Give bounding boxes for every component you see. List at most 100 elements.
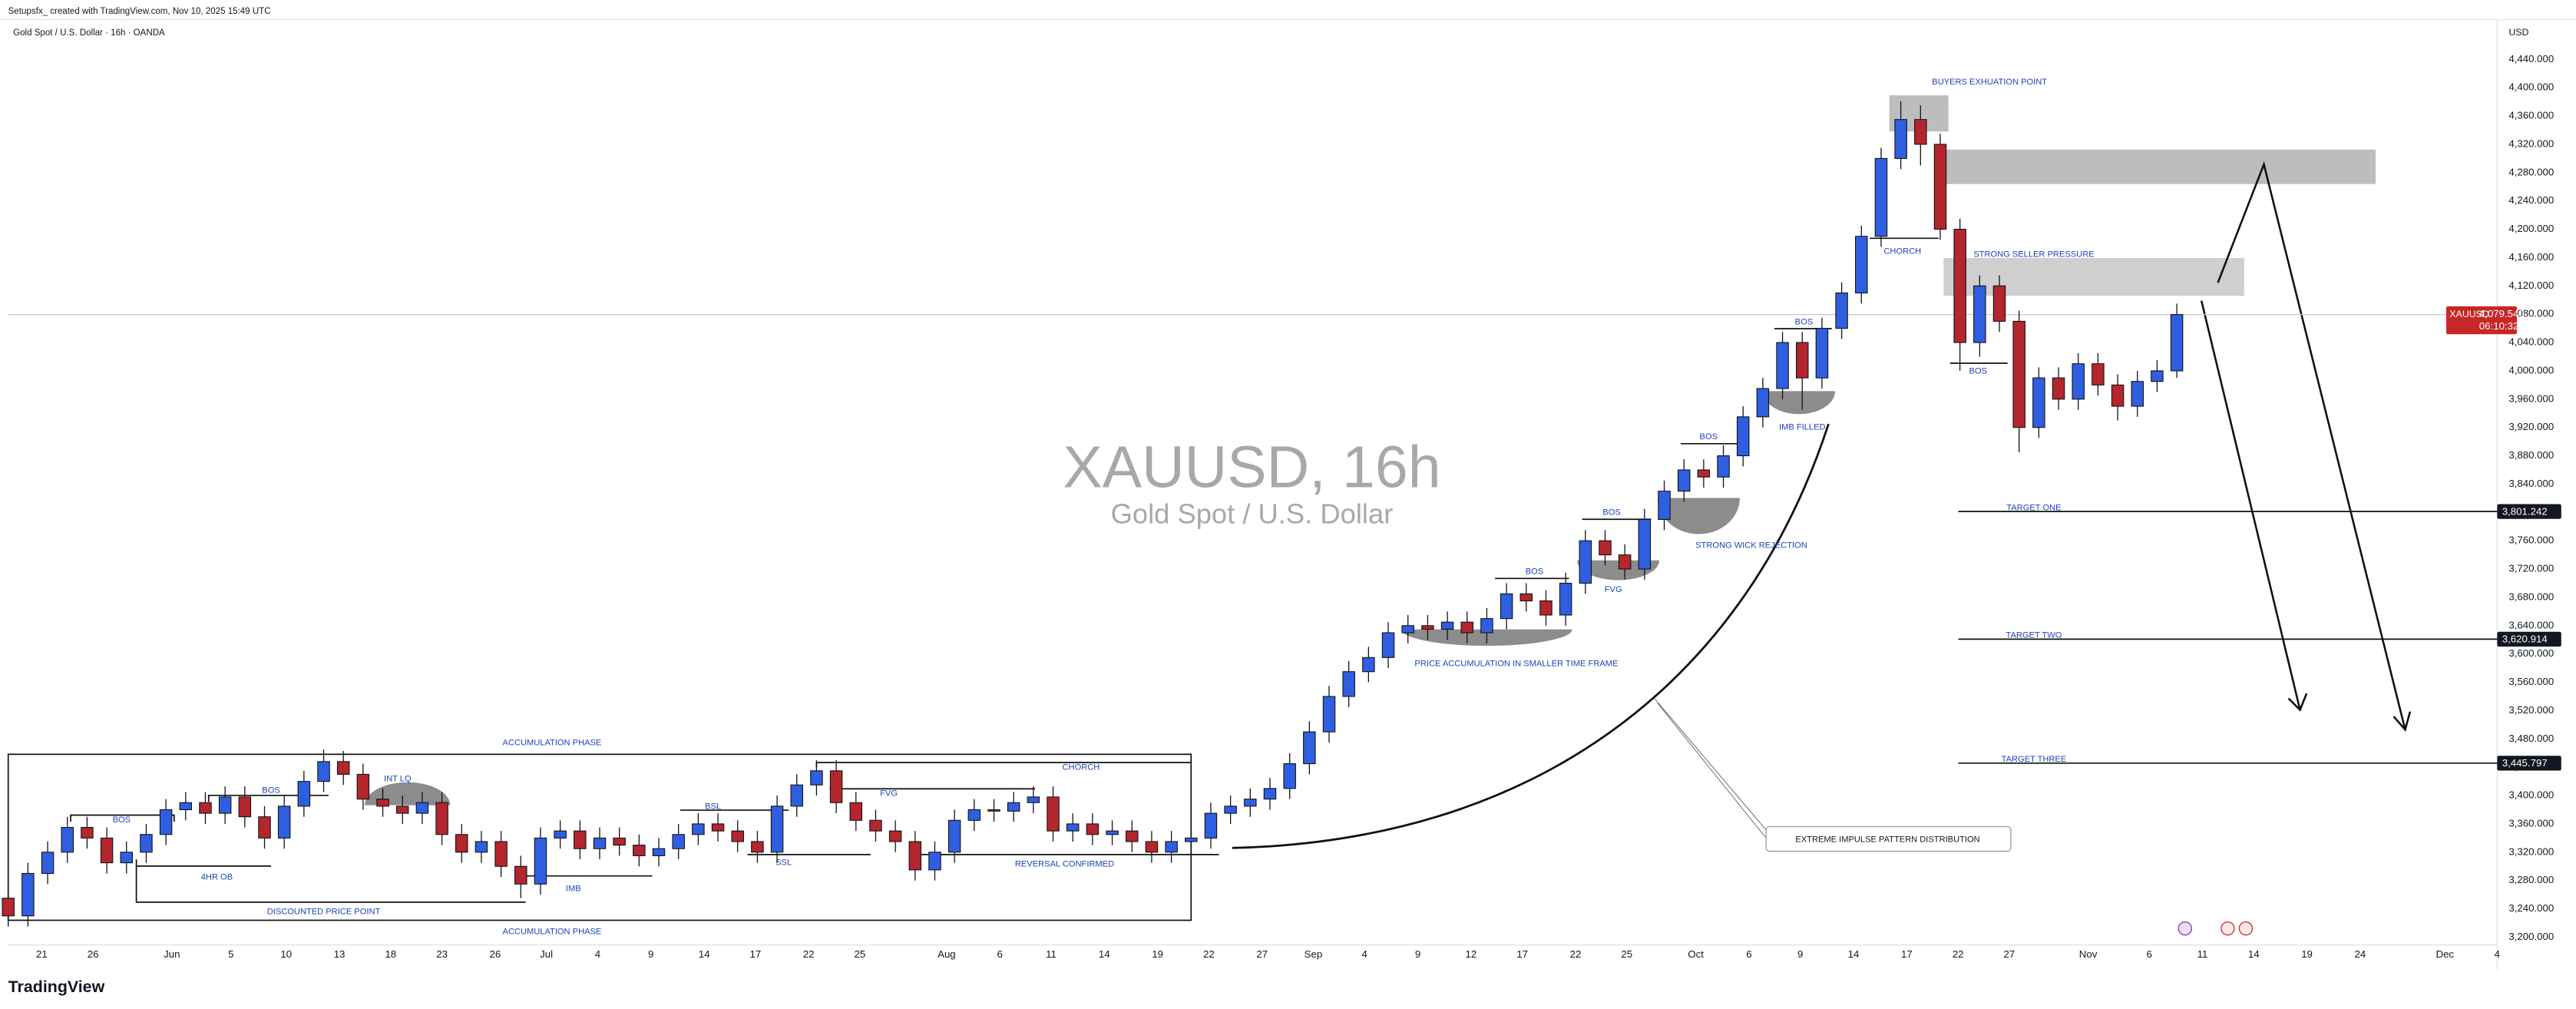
annotation: CHORCH	[1063, 763, 1100, 772]
annotation: BOS	[113, 815, 131, 825]
y-tick-label: 3,840.000	[2508, 478, 2554, 489]
ob-line	[135, 859, 272, 867]
event-icon[interactable]	[2238, 921, 2254, 936]
candle-body	[258, 816, 271, 839]
candle-body	[1894, 119, 1907, 159]
candle-body	[692, 823, 705, 835]
bos-line	[207, 794, 329, 802]
x-tick-label: 22	[1953, 948, 1964, 960]
annotation: BOS	[1700, 432, 1718, 442]
candle-body	[613, 837, 626, 846]
candle-body	[1322, 696, 1336, 733]
candle-body	[711, 823, 725, 832]
x-tick-label: 9	[1797, 948, 1803, 960]
candle-body	[2092, 363, 2105, 385]
candle-body	[140, 834, 153, 853]
x-tick-label: Oct	[1688, 948, 1704, 960]
candle-body	[849, 802, 863, 821]
y-tick-label: 4,320.000	[2508, 137, 2554, 149]
y-tick-label: 3,520.000	[2508, 704, 2554, 716]
y-tick-label: 4,160.000	[2508, 251, 2554, 263]
y-tick-label: 4,240.000	[2508, 194, 2554, 206]
candle-body	[1204, 812, 1218, 839]
candle-body	[415, 802, 429, 814]
candle-body	[574, 830, 587, 849]
candle-body	[120, 852, 133, 864]
x-tick-label: 17	[749, 948, 761, 960]
candle-body	[514, 865, 527, 885]
event-icon[interactable]	[2178, 921, 2193, 936]
candle-body	[1796, 342, 1809, 379]
x-tick-label: Aug	[937, 948, 956, 960]
candle-body	[1460, 621, 1473, 634]
x-tick-label: 11	[2197, 948, 2208, 960]
candle-body	[435, 802, 448, 835]
arrow-head	[2287, 693, 2308, 712]
y-tick-label: 3,680.000	[2508, 591, 2554, 602]
x-tick-label: 26	[88, 948, 99, 960]
candle-body	[1874, 157, 1888, 237]
candle-body	[593, 837, 607, 849]
y-tick-label: 3,720.000	[2508, 563, 2554, 574]
brand[interactable]: TradingView	[8, 978, 105, 996]
candle-body	[1697, 469, 1711, 478]
event-icon[interactable]	[2221, 921, 2235, 936]
candle-body	[888, 830, 902, 842]
candle-body	[1579, 540, 1592, 584]
candle-body	[1185, 837, 1198, 842]
x-tick-label: 27	[2003, 948, 2015, 960]
candle-body	[1953, 229, 1966, 343]
candle-body	[967, 809, 981, 821]
candle-body	[1283, 763, 1296, 789]
candle-body	[751, 841, 764, 853]
target-price-box	[2497, 756, 2561, 771]
x-tick-label: 19	[1152, 948, 1163, 960]
x-tick-label: 14	[1099, 948, 1110, 960]
candle-body	[1086, 823, 1100, 835]
annotation: BUYERS EXHUATION POINT	[1932, 78, 2047, 87]
candle-body	[2032, 377, 2045, 428]
candle-body	[1066, 823, 1080, 832]
candle-body	[1618, 554, 1632, 570]
target-label: TARGET ONE	[2006, 503, 2061, 512]
candle-body	[2052, 377, 2065, 400]
callout-box	[1765, 825, 2012, 852]
candle-body	[1165, 841, 1178, 853]
candle-body	[2131, 381, 2144, 407]
x-tick-label: 23	[436, 948, 448, 960]
x-tick-label: 4	[1362, 948, 1367, 960]
wick-bowl	[1657, 498, 1740, 534]
candle-body	[336, 761, 350, 775]
x-tick-label: 14	[699, 948, 710, 960]
target-price-box	[2497, 631, 2561, 647]
candle-body	[1421, 625, 1434, 630]
candle-body	[100, 837, 114, 864]
candle-body	[356, 773, 370, 800]
y-tick-label: 3,480.000	[2508, 733, 2554, 744]
candle-body	[1145, 841, 1159, 853]
candle-body	[1539, 600, 1553, 616]
annotation: EXTREME IMPULSE PATTERN DISTRIBUTION	[1795, 835, 1979, 845]
candle-body	[652, 848, 666, 856]
y-tick-label: 4,120.000	[2508, 280, 2554, 291]
candle-body	[1362, 657, 1375, 673]
candle-body	[633, 845, 646, 856]
plot-area	[2, 101, 2498, 927]
y-tick-label: 3,320.000	[2508, 845, 2554, 857]
x-tick-label: 27	[1256, 948, 1268, 960]
candle-body	[1736, 416, 1750, 457]
x-tick-label: 4	[2495, 948, 2500, 960]
y-tick-label: 3,360.000	[2508, 817, 2554, 829]
candle-body	[790, 784, 803, 807]
y-tick-label: 3,640.000	[2508, 619, 2554, 630]
y-tick-label: 4,040.000	[2508, 336, 2554, 348]
candle-body	[770, 806, 784, 853]
annotation: STRONG WICK REJECTION	[1695, 541, 1807, 550]
annotation: STRONG SELLER PRESSURE	[1973, 250, 2094, 260]
x-tick-label: 26	[490, 948, 501, 960]
x-tick-label: 22	[1570, 948, 1582, 960]
x-tick-label: 5	[228, 948, 233, 960]
candle-body	[2170, 314, 2184, 372]
